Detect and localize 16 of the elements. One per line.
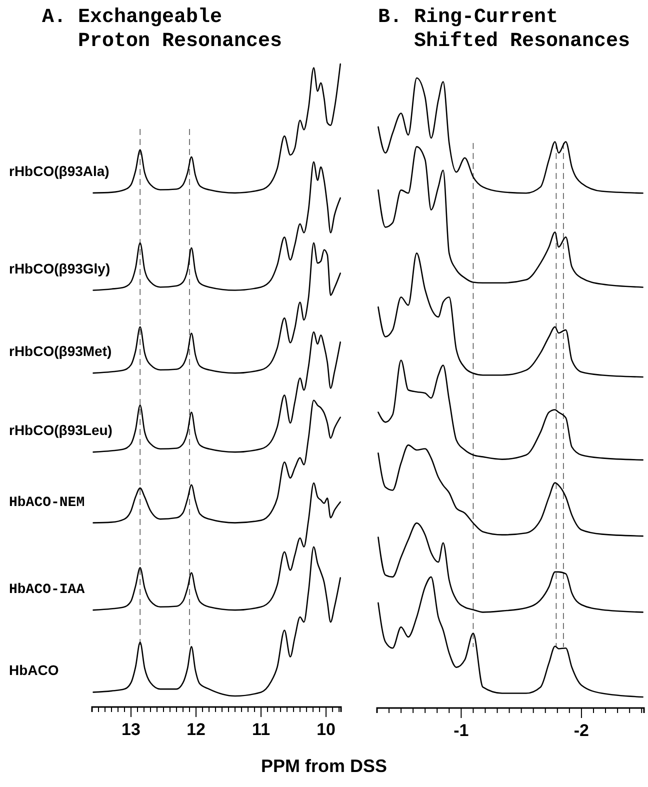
chart-title: B. Ring-Current Shifted Resonances [378,6,630,53]
x-axis-title: PPM from DSS [260,756,388,776]
x-tick-label: 11 [252,720,270,740]
x-tick-label: 12 [186,720,206,740]
series-label: rHbCO(β93Leu) [9,422,112,438]
chart-title: A. Exchangeable Proton Resonances [42,6,282,53]
series-label: rHbCO(β93Met) [9,343,112,360]
x-tick-label: 13 [122,720,140,740]
x-tick-label: 10 [316,720,336,740]
series-label: HbACO-NEM [9,494,85,511]
series-label: rHbCO(β93Gly) [9,260,110,276]
series-label: HbACO-IAA [9,582,86,598]
x-tick-label: -2 [574,721,590,740]
series-label: rHbCO(β93Ala) [9,162,110,179]
x-tick-label: -1 [454,721,469,740]
text: HbACO [9,662,59,678]
